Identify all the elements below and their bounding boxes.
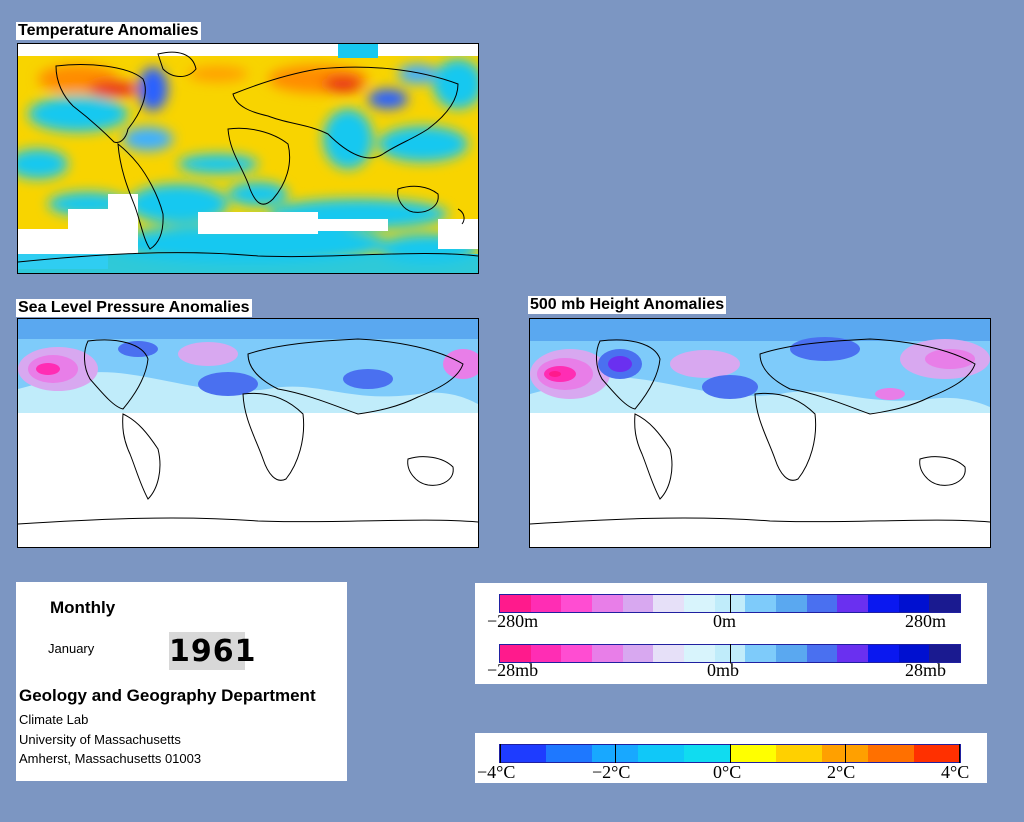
color-swatch: [868, 745, 914, 762]
temp-tick-0: [730, 744, 731, 763]
color-swatch: [684, 745, 730, 762]
sea-level-pressure-map: [17, 318, 479, 548]
address-line: Amherst, Massachusetts 01003: [19, 751, 202, 766]
anomaly-legend-panel: −280m 0m 280m −28mb 0mb 28mb: [475, 583, 987, 684]
color-swatch: [776, 595, 807, 612]
height-bar-center-tick: [730, 594, 731, 613]
color-swatch: [684, 595, 715, 612]
color-swatch: [592, 645, 623, 662]
color-swatch: [837, 595, 869, 612]
color-swatch: [898, 645, 930, 662]
color-swatch: [500, 645, 531, 662]
color-swatch: [806, 645, 838, 662]
period-label: Monthly: [50, 598, 116, 617]
color-swatch: [868, 645, 899, 662]
color-swatch: [929, 645, 961, 662]
pressure-max-label: 28mb: [905, 660, 947, 680]
temp-label-neg2: −2°C: [592, 762, 631, 782]
color-swatch: [730, 745, 776, 762]
slp-map-title: Sea Level Pressure Anomalies: [16, 299, 252, 317]
temp-label-2: 2°C: [827, 762, 856, 782]
color-swatch: [530, 645, 562, 662]
pressure-bar-center-tick: [730, 644, 731, 663]
color-swatch: [638, 745, 684, 762]
color-swatch: [653, 595, 685, 612]
temp-tick-2: [845, 744, 846, 763]
department-name: Geology and Geography Department: [19, 686, 316, 705]
color-swatch: [898, 595, 930, 612]
color-swatch: [806, 595, 838, 612]
pressure-mid-label: 0mb: [707, 660, 740, 680]
color-swatch: [776, 745, 822, 762]
temperature-legend-panel: −4°C −2°C 0°C 2°C 4°C: [475, 733, 987, 783]
temp-label-0: 0°C: [713, 762, 742, 782]
color-swatch: [837, 645, 869, 662]
height-max-label: 280m: [905, 611, 947, 631]
color-swatch: [914, 745, 960, 762]
temp-label-4: 4°C: [941, 762, 970, 782]
lab-name: Climate Lab: [19, 712, 89, 727]
color-swatch: [546, 745, 592, 762]
color-swatch: [500, 595, 531, 612]
color-swatch: [653, 645, 685, 662]
temperature-map-title: Temperature Anomalies: [16, 22, 201, 40]
color-swatch: [592, 595, 623, 612]
month-label: January: [48, 641, 95, 656]
height500-map-title: 500 mb Height Anomalies: [528, 296, 727, 314]
height-500mb-map: [529, 318, 991, 548]
pressure-min-label: −28mb: [487, 660, 539, 680]
color-swatch: [500, 745, 546, 762]
color-swatch: [530, 595, 562, 612]
height-mid-label: 0m: [713, 611, 737, 631]
year-display: 1961: [169, 632, 257, 670]
color-swatch: [776, 645, 807, 662]
temp-tick-neg4: [500, 744, 501, 763]
temp-label-neg4: −4°C: [477, 762, 516, 782]
color-swatch: [561, 645, 593, 662]
color-swatch: [684, 645, 715, 662]
temp-tick-neg2: [615, 744, 616, 763]
temp-tick-4: [959, 744, 960, 763]
temperature-anomaly-map: [17, 43, 479, 274]
height-min-label: −280m: [487, 611, 539, 631]
color-swatch: [745, 595, 777, 612]
info-panel: Monthly January 1961 Geology and Geograp…: [16, 582, 347, 781]
color-swatch: [622, 645, 654, 662]
color-swatch: [868, 595, 899, 612]
color-swatch: [561, 595, 593, 612]
university-name: University of Massachusetts: [19, 732, 181, 747]
color-swatch: [929, 595, 961, 612]
color-swatch: [745, 645, 777, 662]
color-swatch: [622, 595, 654, 612]
